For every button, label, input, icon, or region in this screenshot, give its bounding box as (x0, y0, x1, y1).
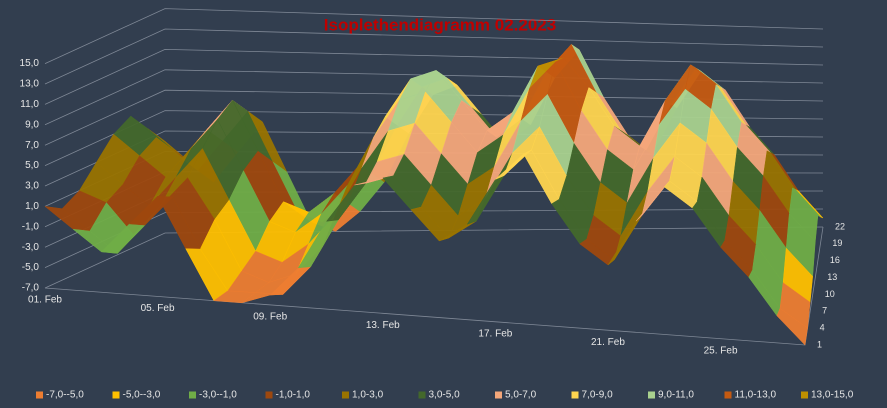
y-tick-label: 5,0 (25, 160, 39, 171)
legend-swatch (724, 391, 732, 399)
floor-edge (44, 226, 824, 346)
grid-line (44, 8, 824, 64)
depth-tick-label: 4 (820, 323, 825, 333)
chart-title: Isoplethendiagramm 02.2023 (324, 15, 556, 34)
legend-label: -5,0--3,0 (123, 390, 161, 401)
y-tick-label: -5,0 (22, 262, 40, 273)
y-tick-label: -7,0 (22, 283, 40, 294)
grid-line (44, 28, 824, 85)
legend-label: 11,0-13,0 (735, 390, 777, 401)
depth-tick-label: 22 (835, 221, 845, 231)
legend-swatch (801, 391, 808, 399)
y-tick-label: 3,0 (25, 181, 39, 192)
depth-tick-label: 7 (822, 306, 827, 316)
legend-label: 7,0-9,0 (582, 390, 614, 401)
depth-tick-label: 13 (827, 272, 837, 282)
legend-swatch (189, 391, 196, 399)
y-tick-label: 1,0 (25, 201, 39, 212)
legend-swatch (571, 391, 579, 399)
x-tick-label: 13. Feb (366, 320, 400, 331)
legend-swatch (495, 391, 502, 399)
depth-tick-label: 19 (832, 238, 842, 248)
x-tick-label: 17. Feb (478, 328, 512, 339)
surface-cell (776, 307, 808, 346)
x-tick-label: 09. Feb (253, 312, 287, 323)
depth-tick-label: 1 (817, 339, 822, 349)
legend-label: 3,0-5,0 (429, 390, 461, 401)
y-tick-label: -1,0 (22, 221, 40, 232)
x-tick-label: 25. Feb (704, 345, 738, 356)
grid-line (44, 69, 824, 126)
legend-swatch (648, 391, 655, 399)
legend-label: 9,0-11,0 (658, 390, 694, 401)
legend-label: -1,0-1,0 (276, 390, 311, 401)
legend-label: -7,0--5,0 (46, 390, 84, 401)
legend-label: -3,0--1,0 (199, 390, 237, 401)
legend-swatch (112, 391, 120, 399)
x-tick-label: 21. Feb (591, 337, 625, 348)
y-tick-label: 7,0 (25, 140, 39, 151)
legend-swatch (418, 391, 426, 399)
y-tick-label: -3,0 (22, 242, 40, 253)
y-tick-label: 9,0 (25, 119, 39, 130)
legend-label: 5,0-7,0 (505, 390, 537, 401)
x-tick-label: 01. Feb (28, 295, 62, 306)
y-tick-label: 11,0 (20, 99, 39, 110)
grid-line (44, 226, 824, 289)
legend-swatch (342, 391, 349, 399)
y-tick-label: 13,0 (20, 79, 40, 90)
legend-label: 13,0-15,0 (811, 390, 854, 401)
legend-swatch (265, 391, 273, 399)
legend-swatch (36, 391, 43, 399)
legend-label: 1,0-3,0 (352, 390, 384, 401)
y-tick-label: 15,0 (20, 58, 40, 69)
x-tick-label: 05. Feb (141, 303, 175, 314)
grid-line (44, 48, 824, 105)
depth-tick-label: 10 (825, 289, 835, 299)
depth-tick-label: 16 (830, 255, 840, 265)
